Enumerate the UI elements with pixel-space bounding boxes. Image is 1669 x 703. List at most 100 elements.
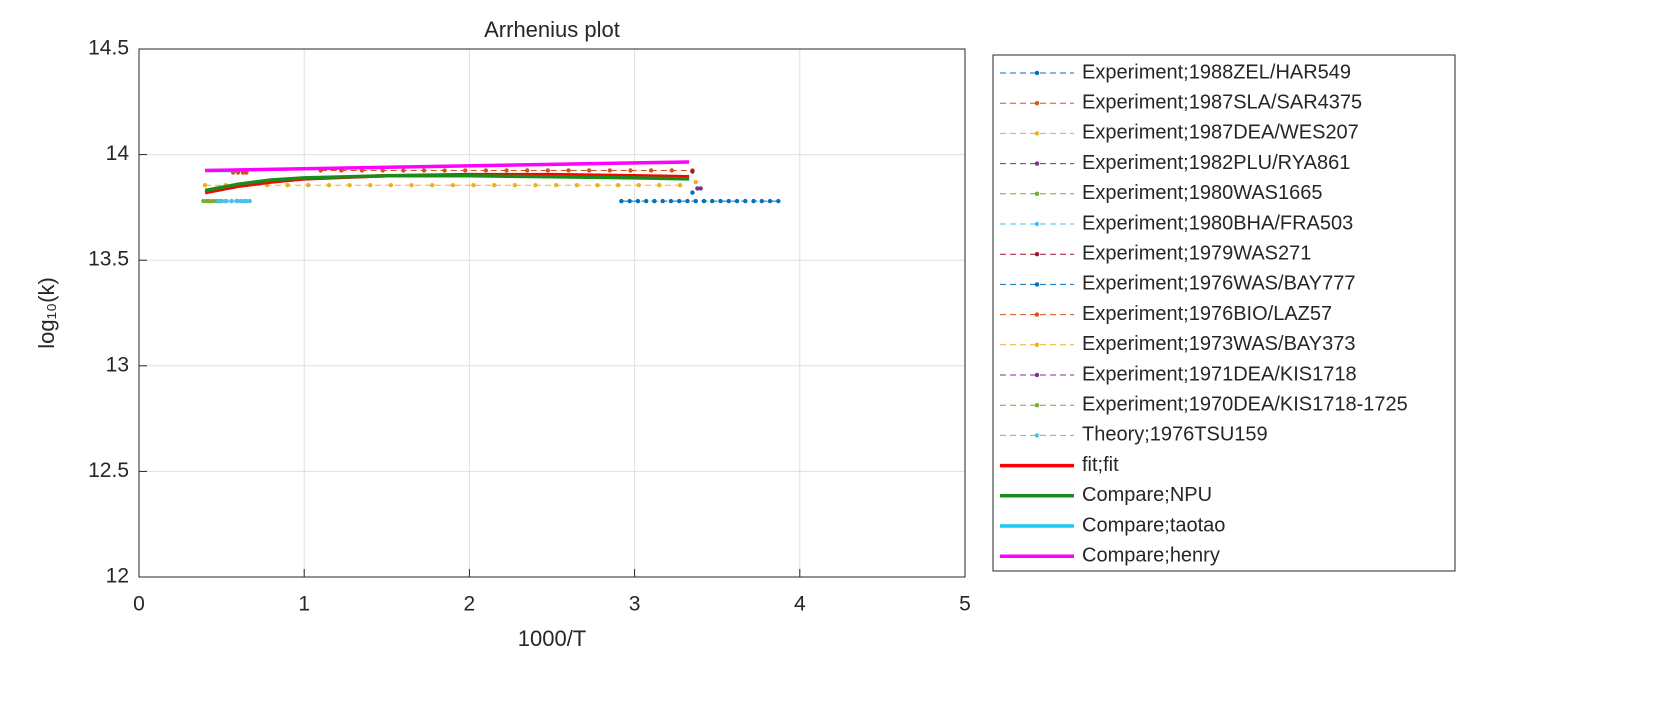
data-point (693, 198, 698, 204)
data-point (211, 198, 216, 204)
legend-marker (1034, 312, 1040, 317)
data-point (463, 168, 468, 173)
data-point (685, 198, 690, 204)
data-point (450, 183, 456, 188)
legend-label: fit;fit (1082, 454, 1119, 476)
legend-marker (1034, 252, 1040, 257)
x-tick-label: 3 (629, 593, 641, 616)
data-point (690, 190, 695, 195)
data-point (504, 168, 509, 173)
data-point (566, 168, 571, 173)
data-point (545, 168, 551, 173)
chart-title: Arrhenius plot (484, 17, 620, 42)
data-point (767, 198, 773, 204)
legend-label: Experiment;1976WAS/BAY777 (1082, 273, 1355, 295)
data-point (533, 183, 538, 188)
data-point (235, 198, 241, 204)
legend-marker (1034, 433, 1040, 438)
data-point (229, 198, 234, 204)
legend-marker (1034, 191, 1040, 196)
data-point (669, 168, 674, 173)
x-tick-label: 2 (464, 593, 476, 616)
data-point (619, 198, 624, 204)
x-tick-label: 5 (959, 593, 971, 616)
y-tick-label: 12.5 (88, 459, 129, 482)
legend-marker (1034, 101, 1040, 106)
data-point (409, 183, 414, 188)
data-point (776, 198, 781, 204)
data-point (595, 183, 600, 188)
legend-label: Compare;henry (1082, 544, 1220, 566)
data-point (636, 183, 641, 188)
y-tick-label: 13.5 (88, 248, 129, 271)
legend-label: Experiment;1979WAS271 (1082, 242, 1311, 264)
data-point (574, 183, 579, 188)
legend-label: Experiment;1980WAS1665 (1082, 182, 1323, 204)
legend-label: Experiment;1987SLA/SAR4375 (1082, 91, 1362, 113)
data-point (512, 183, 518, 188)
data-point (643, 198, 649, 204)
data-point (202, 183, 208, 188)
data-point (635, 198, 641, 204)
legend-label: Experiment;1982PLU/RYA861 (1082, 152, 1350, 174)
data-point (668, 198, 674, 204)
data-point (718, 198, 723, 204)
data-point (347, 183, 352, 188)
data-point (627, 198, 632, 204)
y-axis-label: log₁₀(k) (34, 277, 59, 349)
data-point (751, 198, 756, 204)
data-point (743, 198, 748, 204)
legend-marker (1034, 131, 1040, 136)
plot-area (139, 49, 965, 577)
data-point (660, 198, 665, 204)
data-point (652, 198, 657, 204)
legend-label: Experiment;1980BHA/FRA503 (1082, 212, 1353, 234)
data-point (242, 198, 247, 204)
data-point (216, 198, 221, 204)
data-point (222, 198, 228, 204)
legend-label: Compare;NPU (1082, 484, 1212, 506)
x-tick-label: 4 (794, 593, 806, 616)
data-point (657, 183, 662, 188)
legend-label: Compare;taotao (1082, 514, 1225, 536)
x-tick-label: 0 (133, 593, 145, 616)
legend-marker (1034, 403, 1040, 408)
data-point (525, 168, 530, 173)
data-point (734, 198, 740, 204)
data-point (388, 183, 394, 188)
fit-line (204, 173, 690, 193)
data-point (247, 198, 252, 204)
data-point (401, 168, 406, 173)
data-point (491, 183, 497, 188)
legend-label: Experiment;1976BIO/LAZ57 (1082, 303, 1332, 325)
x-tick-label: 1 (298, 593, 310, 616)
data-point (201, 198, 206, 204)
legend-label: Experiment;1987DEA/WES207 (1082, 122, 1359, 144)
data-point (693, 179, 698, 185)
fit-line (205, 160, 690, 173)
legend-label: Experiment;1973WAS/BAY373 (1082, 333, 1355, 355)
data-point (285, 183, 290, 188)
legend-label: Theory;1976TSU159 (1082, 424, 1268, 446)
data-point (380, 168, 385, 173)
data-point (615, 183, 621, 188)
legend-marker (1034, 342, 1040, 347)
data-point (306, 183, 311, 188)
data-point (648, 168, 654, 173)
x-axis-label: 1000/T (518, 626, 587, 651)
data-point (553, 183, 559, 188)
legend-marker (1034, 70, 1040, 76)
legend-label: Experiment;1970DEA/KIS1718-1725 (1082, 393, 1408, 415)
legend-marker (1034, 161, 1040, 166)
y-tick-label: 13 (106, 353, 129, 376)
data-point (701, 198, 707, 204)
data-point (710, 198, 715, 204)
legend-marker (1034, 372, 1040, 378)
data-point (726, 198, 731, 204)
data-point (586, 168, 592, 173)
legend-label: Experiment;1988ZEL/HAR549 (1082, 61, 1351, 83)
data-point (442, 168, 447, 173)
data-point (690, 169, 695, 174)
y-tick-label: 14.5 (88, 37, 129, 60)
data-point (628, 168, 633, 173)
